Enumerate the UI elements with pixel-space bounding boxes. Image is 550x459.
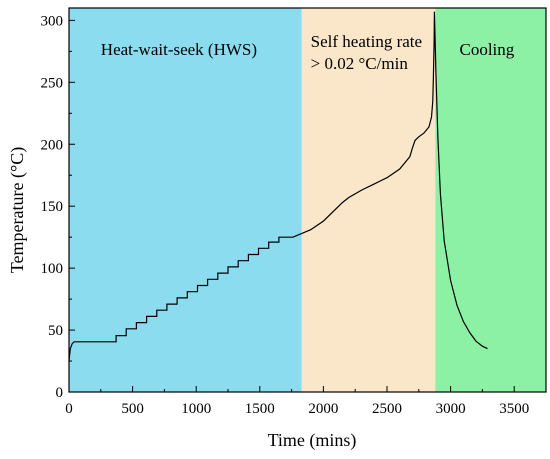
y-tick-label: 150 [41,199,64,215]
y-tick-label: 300 [41,13,64,29]
plot-frame [68,7,547,393]
region-backgrounds [69,8,546,392]
x-axis-ticks: 0 500 1000 1500 2000 2500 3000 3500 [65,386,529,417]
x-tick-label: 500 [121,401,144,417]
y-tick-label: 100 [41,261,64,277]
region-0 [69,8,302,392]
region-label-cooling: Cooling [460,40,515,59]
y-tick-label: 50 [48,323,63,339]
x-tick-label: 3500 [499,401,529,417]
region-label-self-heating: Self heating rate [311,32,422,51]
x-tick-label: 0 [65,401,73,417]
region-label-hws: Heat-wait-seek (HWS) [101,40,257,59]
y-axis-title: Temperature (°C) [7,147,28,273]
region-labels: Heat-wait-seek (HWS) Self heating rate >… [101,32,515,73]
y-axis-ticks: 0 50 100 150 200 250 300 [41,13,75,401]
x-tick-label: 2000 [308,401,338,417]
x-tick-label: 3000 [436,401,466,417]
region-1 [301,8,436,392]
y-tick-label: 250 [41,75,64,91]
series-line-0 [68,11,488,362]
region-2 [435,8,546,392]
region-label-self-heating-rate: > 0.02 °C/min [311,54,409,73]
x-tick-label: 1000 [181,401,211,417]
y-tick-label: 200 [41,137,64,153]
x-axis-title: Time (mins) [268,430,357,451]
x-tick-label: 1500 [245,401,275,417]
y-tick-label: 0 [56,385,64,401]
x-tick-label: 2500 [372,401,402,417]
temperature-series [68,11,488,362]
